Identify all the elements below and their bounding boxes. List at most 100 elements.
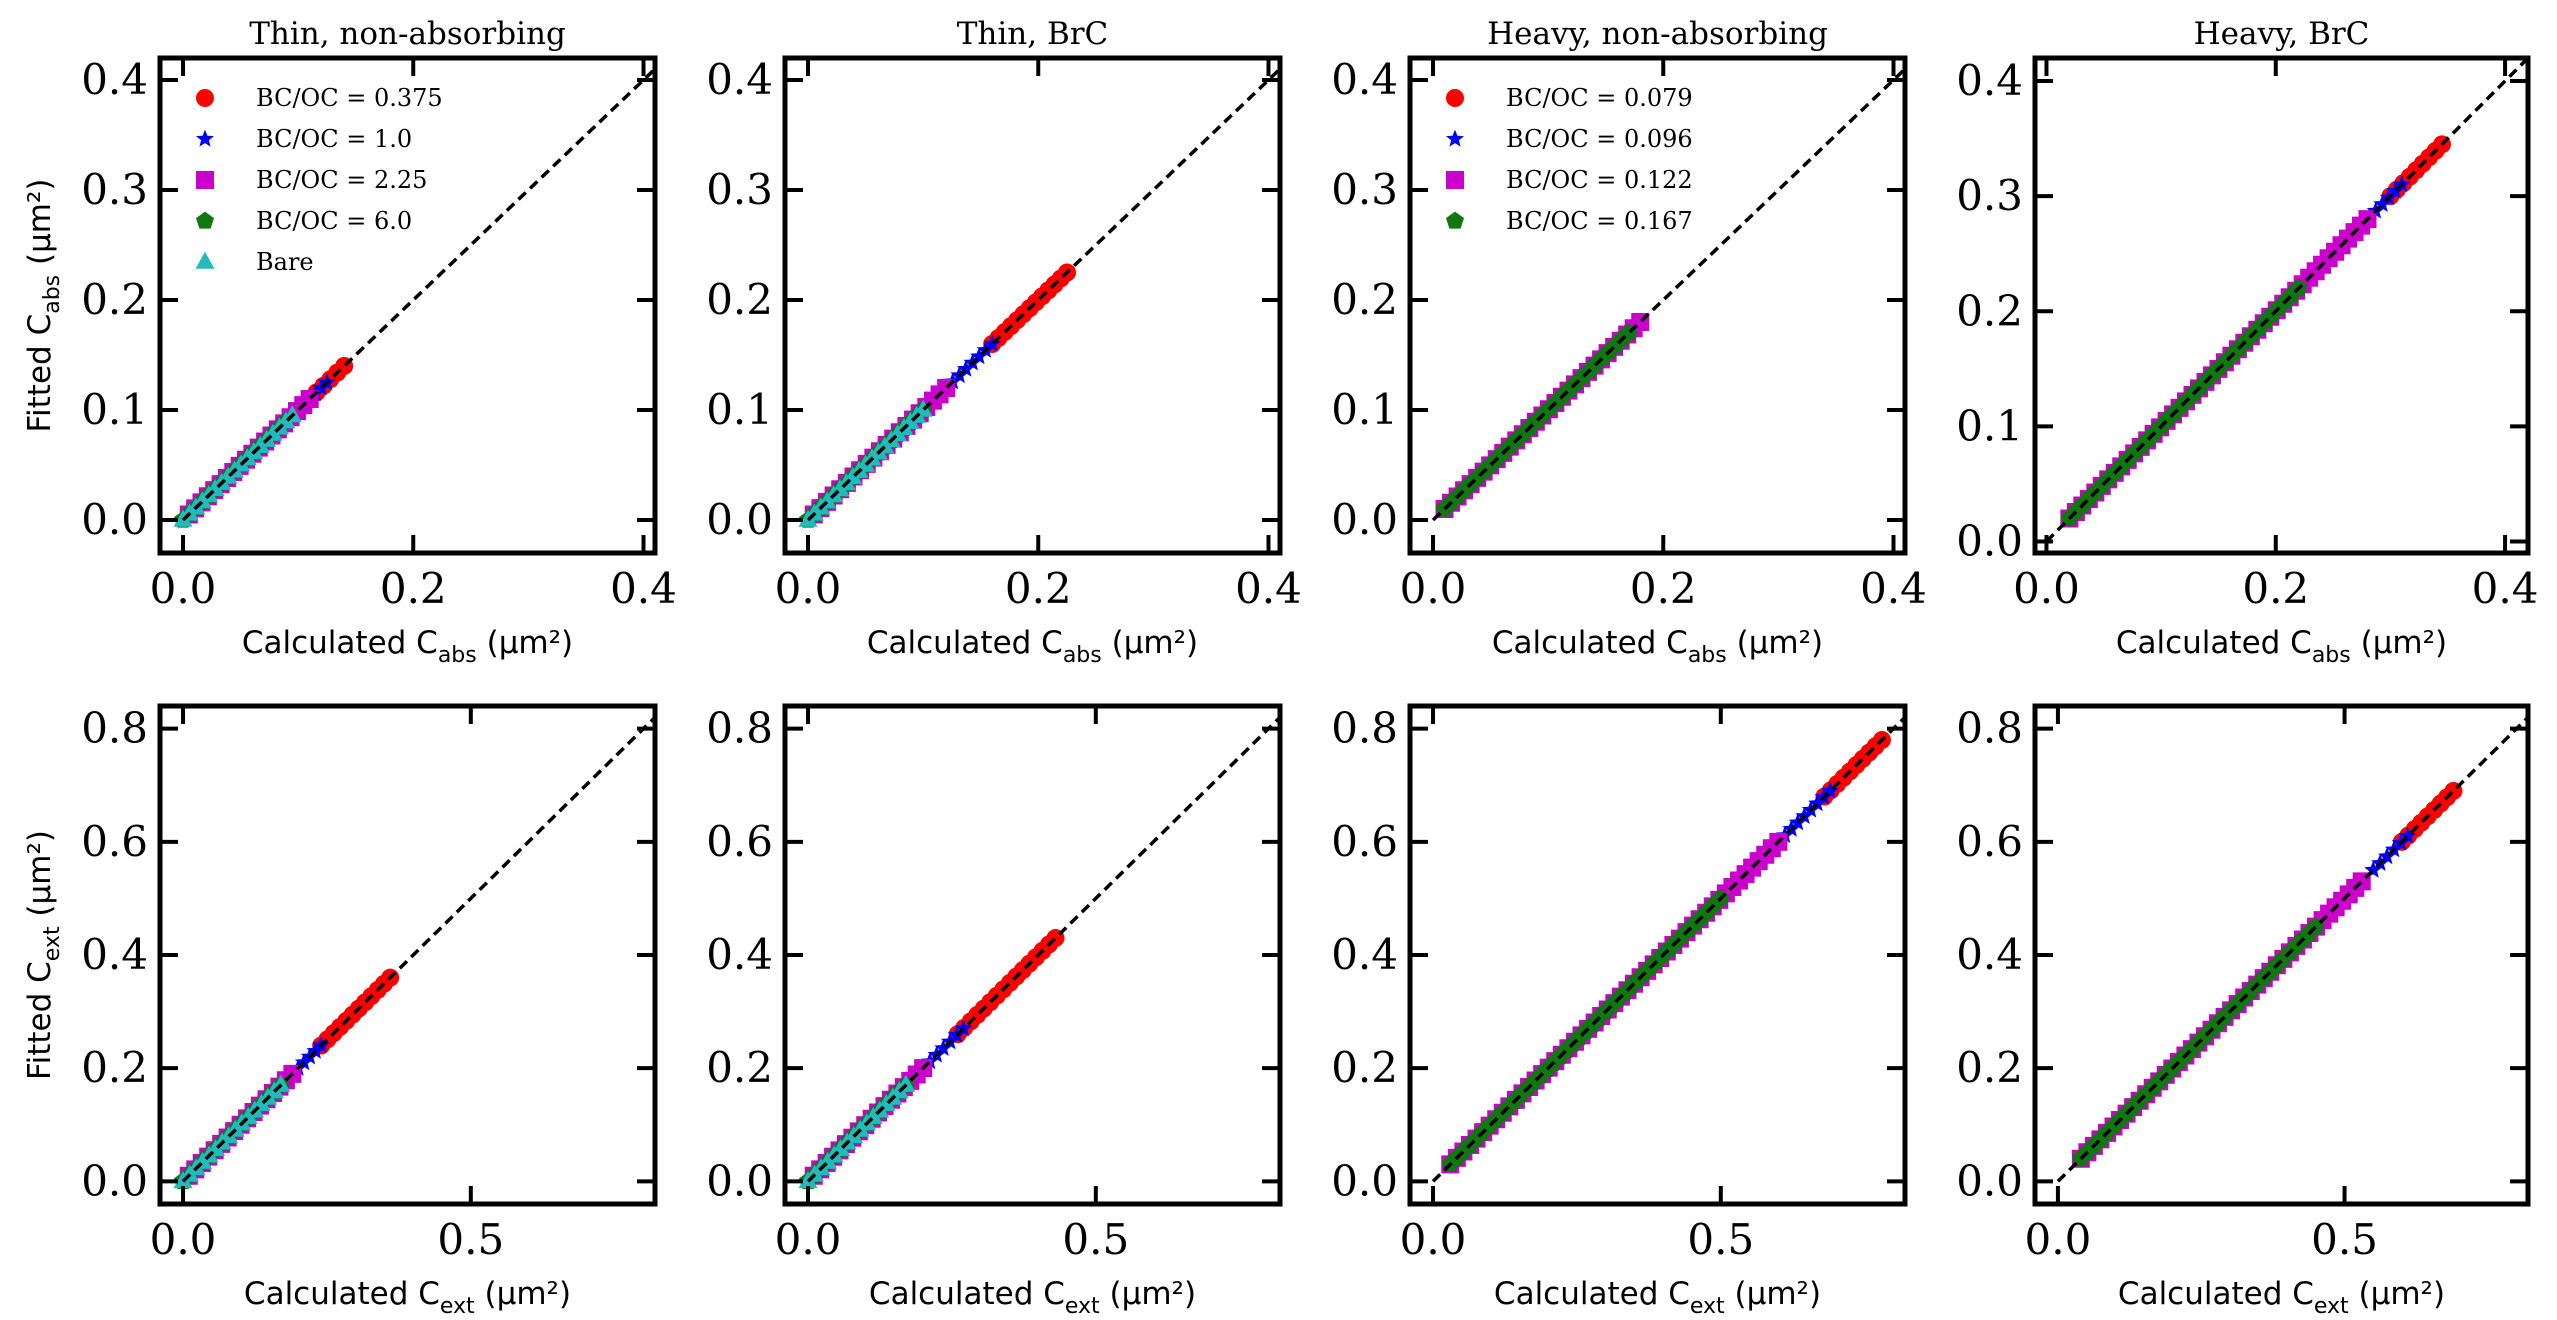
y-tick-label: 0.0	[1331, 1156, 1398, 1205]
legend-label: BC/OC = 0.079	[1506, 84, 1693, 112]
x-axis-label: Calculated Cabs (µm²)	[867, 625, 1198, 668]
y-tick-label: 0.4	[706, 930, 773, 979]
panel-title: Heavy, non-absorbing	[1487, 16, 1828, 52]
data-point	[954, 1019, 973, 1037]
y-tick-label: 0.3	[81, 165, 148, 214]
x-axis-label: Calculated Cext (µm²)	[2118, 1276, 2445, 1319]
x-axis-label: Calculated Cabs (µm²)	[242, 625, 573, 668]
legend-marker	[1446, 171, 1464, 189]
one-to-one-line	[2056, 716, 2528, 1183]
legend: BC/OC = 0.079 BC/OC = 0.096 BC/OC = 0.122 B…	[1446, 84, 1693, 235]
y-tick-label: 0.3	[1331, 165, 1398, 214]
axes-frame	[2032, 55, 2531, 556]
x-tick-label: 0.0	[1400, 1215, 1467, 1264]
legend-label: BC/OC = 6.0	[256, 207, 412, 235]
y-tick-label: 0.2	[81, 1043, 148, 1092]
x-tick-label: 0.4	[1235, 564, 1302, 613]
data-point	[2364, 860, 2383, 878]
axes-frame	[157, 55, 658, 556]
y-tick-label: 0.3	[706, 165, 773, 214]
panel-5: 0.0 0.5 0.0 0.2 0.4 0.6 0.8 Calculated Cext (µm…	[22, 703, 658, 1319]
one-to-one-line	[806, 67, 1280, 522]
legend-marker	[196, 89, 214, 107]
data-point	[983, 334, 1002, 352]
panel-6: 0.0 0.5 0.0 0.2 0.4 0.6 0.8 Calculated Cext (µm…	[706, 703, 1283, 1319]
panel-1: 0.0 0.2 0.4 0.0 0.1 0.2 0.3 0.4 Thin, non-absorb…	[22, 16, 677, 668]
x-tick-label: 0.2	[1005, 564, 1072, 613]
legend: BC/OC = 0.375 BC/OC = 1.0 BC/OC = 2.25 BC/O…	[195, 84, 443, 276]
y-tick-label: 0.1	[1331, 385, 1398, 434]
plot-area	[1431, 67, 1905, 522]
plot-area	[2056, 716, 2528, 1183]
x-tick-label: 0.0	[2025, 1215, 2092, 1264]
legend-marker	[196, 129, 214, 147]
data-point	[2378, 847, 2396, 865]
panel-4: 0.0 0.2 0.4 0.0 0.1 0.2 0.3 0.4 Heavy, BrC Calcul…	[1956, 16, 2538, 668]
plot-area	[1431, 716, 1905, 1183]
y-tick-label: 0.4	[1956, 930, 2023, 979]
data-point	[956, 359, 975, 377]
data-point	[2373, 194, 2392, 212]
plot-area	[2045, 58, 2528, 543]
y-tick-label: 0.2	[1956, 1043, 2023, 1092]
y-tick-label: 0.2	[1331, 1043, 1398, 1092]
series-triangle	[173, 405, 302, 527]
data-point	[1821, 781, 1840, 799]
x-axis-label: Calculated Cext (µm²)	[1494, 1276, 1821, 1319]
one-to-one-line	[806, 716, 1280, 1183]
one-to-one-line	[181, 67, 655, 522]
y-tick-label: 0.1	[1956, 401, 2023, 450]
data-point	[312, 378, 331, 396]
y-tick-label: 0.8	[706, 704, 773, 753]
y-tick-label: 0.6	[81, 817, 148, 866]
x-axis-label: Calculated Cabs (µm²)	[1492, 625, 1823, 668]
one-to-one-line	[1431, 67, 1905, 522]
x-axis-label: Calculated Cabs (µm²)	[2116, 625, 2447, 668]
x-tick-label: 0.5	[1687, 1215, 1754, 1264]
y-tick-label: 0.4	[1956, 56, 2023, 105]
legend-label: BC/OC = 0.375	[256, 84, 443, 112]
legend-marker	[1446, 89, 1464, 107]
y-tick-label: 0.4	[1331, 55, 1398, 104]
axes-frame	[1407, 55, 1908, 556]
legend-marker	[196, 171, 214, 189]
y-tick-label: 0.4	[706, 55, 773, 104]
x-tick-label: 0.4	[2472, 564, 2539, 613]
y-tick-label: 0.2	[706, 275, 773, 324]
y-tick-label: 0.6	[706, 817, 773, 866]
y-tick-label: 0.0	[1331, 495, 1398, 544]
data-point	[2398, 826, 2417, 844]
x-tick-label: 0.0	[775, 1215, 842, 1264]
y-tick-label: 0.2	[1331, 275, 1398, 324]
y-tick-label: 0.8	[1331, 704, 1398, 753]
x-tick-label: 0.4	[1860, 564, 1927, 613]
y-tick-label: 0.6	[1956, 817, 2023, 866]
legend-label: BC/OC = 0.096	[1506, 125, 1693, 153]
x-tick-label: 0.0	[775, 564, 842, 613]
y-tick-label: 0.0	[81, 495, 148, 544]
y-tick-label: 0.2	[1956, 286, 2023, 335]
panel-8: 0.0 0.5 0.0 0.2 0.4 0.6 0.8 Calculated Cext (µm…	[1956, 703, 2531, 1319]
y-tick-label: 0.0	[1956, 516, 2023, 565]
y-tick-label: 0.0	[1956, 1156, 2023, 1205]
panel-7: 0.0 0.5 0.0 0.2 0.4 0.6 0.8 Calculated Cext (µm…	[1331, 703, 1908, 1319]
y-tick-label: 0.0	[81, 1156, 148, 1205]
axes-frame	[782, 55, 1283, 556]
plot-area	[173, 716, 655, 1189]
legend-marker	[196, 211, 214, 229]
y-axis-label: Fitted Cext (µm²)	[22, 830, 65, 1080]
y-tick-label: 0.4	[81, 55, 148, 104]
y-tick-label: 0.0	[706, 495, 773, 544]
plot-area	[798, 67, 1280, 528]
y-tick-label: 0.4	[1331, 930, 1398, 979]
y-tick-label: 0.1	[706, 385, 773, 434]
x-tick-label: 0.2	[380, 564, 447, 613]
panel-2: 0.0 0.2 0.4 0.0 0.1 0.2 0.3 0.4 Thin, BrC Calcula…	[706, 16, 1302, 668]
y-axis-label: Fitted Cabs (µm²)	[22, 178, 65, 432]
panel-title: Thin, non-absorbing	[249, 16, 566, 52]
legend-label: Bare	[256, 248, 314, 276]
x-tick-label: 0.5	[1062, 1215, 1129, 1264]
data-point	[970, 347, 988, 365]
plot-area	[798, 716, 1280, 1189]
